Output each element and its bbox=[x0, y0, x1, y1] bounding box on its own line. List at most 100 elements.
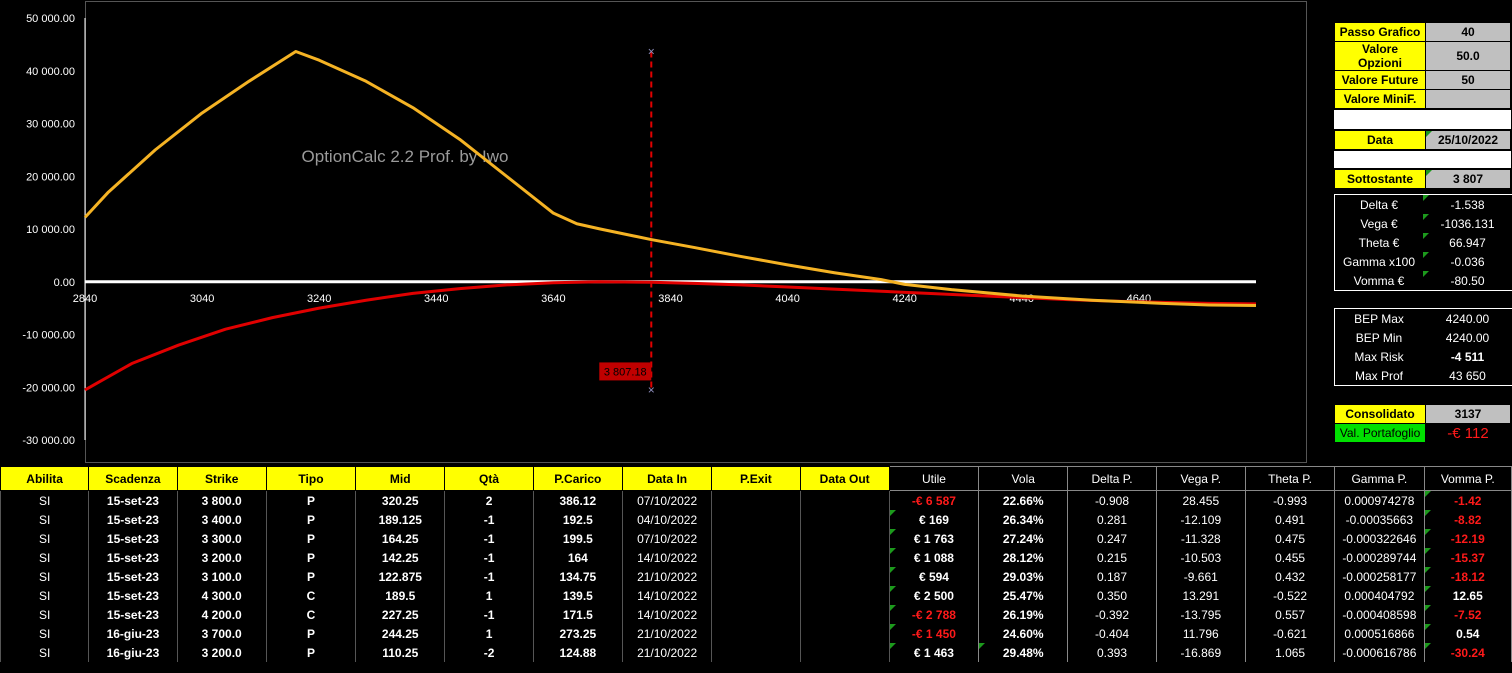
valore-minif-value[interactable] bbox=[1425, 89, 1511, 109]
cell-mid[interactable]: 110.25 bbox=[355, 643, 446, 662]
table-row[interactable]: SI 15-set-23 4 300.0 C 189.5 1 139.5 14/10/2022… bbox=[0, 586, 1512, 605]
cell-vomma-p[interactable]: -30.24 bbox=[1423, 643, 1512, 662]
cell-p-exit[interactable] bbox=[711, 586, 801, 605]
cell-utile[interactable]: -€ 6 587 bbox=[888, 490, 980, 510]
cell-vega-p[interactable]: -13.795 bbox=[1155, 605, 1246, 624]
cell-p-carico[interactable]: 134.75 bbox=[532, 567, 623, 586]
cell-data-in[interactable]: 14/10/2022 bbox=[621, 586, 713, 605]
cell-utile[interactable]: € 1 763 bbox=[888, 529, 980, 548]
cell-strike[interactable]: 3 100.0 bbox=[176, 567, 267, 586]
cell-qt[interactable]: 1 bbox=[444, 586, 534, 605]
cell-theta-p[interactable]: 0.557 bbox=[1244, 605, 1336, 624]
cell-mid[interactable]: 320.25 bbox=[355, 490, 446, 510]
valore-future-value[interactable]: 50 bbox=[1425, 70, 1511, 90]
cell-qt[interactable]: -1 bbox=[444, 567, 534, 586]
cell-strike[interactable]: 4 300.0 bbox=[176, 586, 267, 605]
column-header[interactable]: Strike bbox=[176, 466, 267, 491]
cell-gamma-p[interactable]: 0.000974278 bbox=[1334, 490, 1425, 510]
cell-vomma-p[interactable]: -15.37 bbox=[1423, 548, 1512, 567]
cell-theta-p[interactable]: 0.432 bbox=[1244, 567, 1336, 586]
cell-vega-p[interactable]: 13.291 bbox=[1155, 586, 1246, 605]
cell-data-in[interactable]: 21/10/2022 bbox=[621, 643, 713, 662]
cell-tipo[interactable]: P bbox=[265, 548, 357, 567]
cell-utile[interactable]: € 594 bbox=[888, 567, 980, 586]
cell-tipo[interactable]: C bbox=[265, 605, 357, 624]
cell-gamma-p[interactable]: 0.000404792 bbox=[1334, 586, 1425, 605]
cell-data-in[interactable]: 04/10/2022 bbox=[621, 510, 713, 529]
cell-theta-p[interactable]: -0.993 bbox=[1244, 490, 1336, 510]
cell-data-out[interactable] bbox=[799, 529, 890, 548]
cell-vola[interactable]: 25.47% bbox=[978, 586, 1069, 605]
cell-delta-p[interactable]: -0.404 bbox=[1067, 624, 1157, 643]
cell-data-out[interactable] bbox=[799, 624, 890, 643]
table-row[interactable]: SI 15-set-23 4 200.0 C 227.25 -1 171.5 14/10/20… bbox=[0, 605, 1512, 624]
cell-strike[interactable]: 4 200.0 bbox=[176, 605, 267, 624]
column-header[interactable]: Data In bbox=[621, 466, 713, 491]
cell-vomma-p[interactable]: -1.42 bbox=[1423, 490, 1512, 510]
cell-qt[interactable]: -1 bbox=[444, 548, 534, 567]
sottostante-value[interactable]: 3 807 bbox=[1425, 169, 1511, 189]
column-header[interactable]: Data Out bbox=[799, 466, 890, 491]
cell-data-in[interactable]: 21/10/2022 bbox=[621, 624, 713, 643]
cell-utile[interactable]: -€ 2 788 bbox=[888, 605, 980, 624]
table-row[interactable]: SI 15-set-23 3 300.0 P 164.25 -1 199.5 07/10/20… bbox=[0, 529, 1512, 548]
cell-strike[interactable]: 3 700.0 bbox=[176, 624, 267, 643]
cell-scadenza[interactable]: 15-set-23 bbox=[88, 605, 178, 624]
cell-utile[interactable]: € 1 463 bbox=[888, 643, 980, 662]
cell-scadenza[interactable]: 15-set-23 bbox=[88, 510, 178, 529]
cell-qt[interactable]: 1 bbox=[444, 624, 534, 643]
cell-data-out[interactable] bbox=[799, 643, 890, 662]
column-header[interactable]: Qtà bbox=[444, 466, 534, 491]
cell-delta-p[interactable]: -0.392 bbox=[1067, 605, 1157, 624]
column-header[interactable]: P.Carico bbox=[532, 466, 623, 491]
cell-theta-p[interactable]: -0.522 bbox=[1244, 586, 1336, 605]
table-row[interactable]: SI 15-set-23 3 800.0 P 320.25 2 386.12 07/10/20… bbox=[0, 490, 1512, 510]
cell-data-out[interactable] bbox=[799, 510, 890, 529]
column-header[interactable]: Gamma P. bbox=[1334, 466, 1425, 491]
cell-p-carico[interactable]: 199.5 bbox=[532, 529, 623, 548]
cell-data-out[interactable] bbox=[799, 548, 890, 567]
valore-opzioni-value[interactable]: 50.0 bbox=[1425, 41, 1511, 71]
cell-qt[interactable]: -2 bbox=[444, 643, 534, 662]
cell-vega-p[interactable]: 11.796 bbox=[1155, 624, 1246, 643]
cell-gamma-p[interactable]: -0.000322646 bbox=[1334, 529, 1425, 548]
cell-vomma-p[interactable]: -7.52 bbox=[1423, 605, 1512, 624]
cell-vomma-p[interactable]: 12.65 bbox=[1423, 586, 1512, 605]
cell-delta-p[interactable]: 0.187 bbox=[1067, 567, 1157, 586]
column-header[interactable]: Vomma P. bbox=[1423, 466, 1512, 491]
cell-vega-p[interactable]: -16.869 bbox=[1155, 643, 1246, 662]
cell-vomma-p[interactable]: -12.19 bbox=[1423, 529, 1512, 548]
cell-p-exit[interactable] bbox=[711, 510, 801, 529]
cell-vomma-p[interactable]: 0.54 bbox=[1423, 624, 1512, 643]
cell-theta-p[interactable]: -0.621 bbox=[1244, 624, 1336, 643]
cell-delta-p[interactable]: 0.393 bbox=[1067, 643, 1157, 662]
cell-abilita[interactable]: SI bbox=[0, 586, 90, 605]
cell-p-carico[interactable]: 124.88 bbox=[532, 643, 623, 662]
column-header[interactable]: P.Exit bbox=[711, 466, 801, 491]
cell-scadenza[interactable]: 15-set-23 bbox=[88, 490, 178, 510]
cell-theta-p[interactable]: 1.065 bbox=[1244, 643, 1336, 662]
cell-gamma-p[interactable]: -0.000289744 bbox=[1334, 548, 1425, 567]
cell-abilita[interactable]: SI bbox=[0, 567, 90, 586]
cell-abilita[interactable]: SI bbox=[0, 643, 90, 662]
cell-vola[interactable]: 29.03% bbox=[978, 567, 1069, 586]
cell-vega-p[interactable]: -10.503 bbox=[1155, 548, 1246, 567]
cell-gamma-p[interactable]: -0.000408598 bbox=[1334, 605, 1425, 624]
table-row[interactable]: SI 16-giu-23 3 700.0 P 244.25 1 273.25 21/10/20… bbox=[0, 624, 1512, 643]
cell-gamma-p[interactable]: -0.000616786 bbox=[1334, 643, 1425, 662]
cell-p-carico[interactable]: 139.5 bbox=[532, 586, 623, 605]
cell-vola[interactable]: 28.12% bbox=[978, 548, 1069, 567]
cell-data-in[interactable]: 07/10/2022 bbox=[621, 490, 713, 510]
cell-vola[interactable]: 24.60% bbox=[978, 624, 1069, 643]
cell-tipo[interactable]: P bbox=[265, 510, 357, 529]
cell-p-exit[interactable] bbox=[711, 624, 801, 643]
cell-p-carico[interactable]: 273.25 bbox=[532, 624, 623, 643]
cell-vega-p[interactable]: -12.109 bbox=[1155, 510, 1246, 529]
cell-utile[interactable]: € 169 bbox=[888, 510, 980, 529]
cell-gamma-p[interactable]: 0.000516866 bbox=[1334, 624, 1425, 643]
cell-p-carico[interactable]: 164 bbox=[532, 548, 623, 567]
cell-tipo[interactable]: C bbox=[265, 586, 357, 605]
cell-vola[interactable]: 26.34% bbox=[978, 510, 1069, 529]
cell-theta-p[interactable]: 0.475 bbox=[1244, 529, 1336, 548]
cell-vola[interactable]: 22.66% bbox=[978, 490, 1069, 510]
